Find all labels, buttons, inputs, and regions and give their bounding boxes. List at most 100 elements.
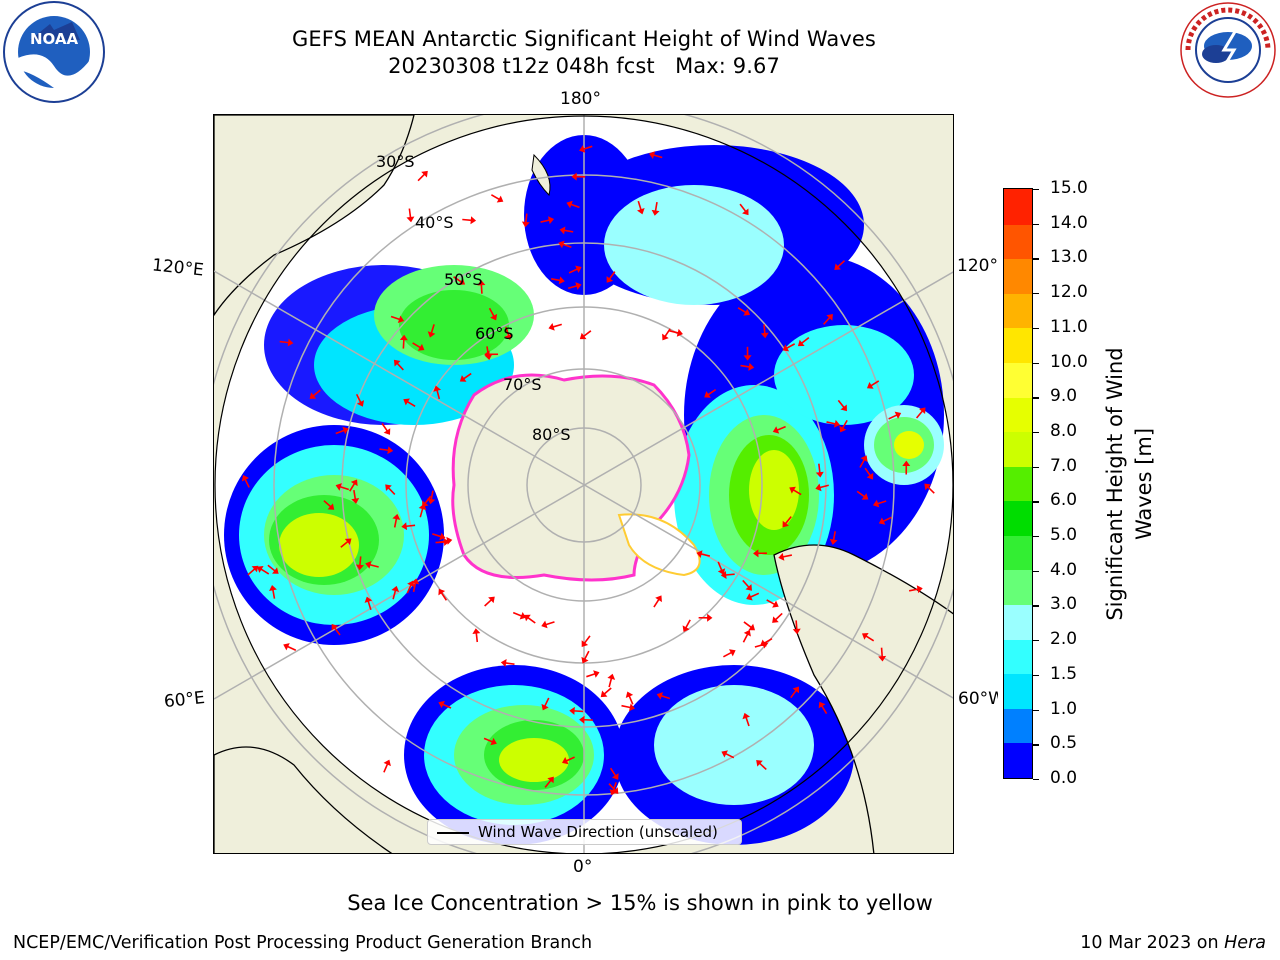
wave-direction-arrow: [355, 393, 362, 403]
lat-label-80s: 80°S: [532, 425, 571, 444]
sea-ice-note: Sea Ice Concentration > 15% is shown in …: [347, 891, 933, 915]
wave-direction-arrow: [750, 592, 760, 598]
wave-direction-arrowhead: [743, 629, 751, 637]
colorbar-segment: [1004, 431, 1032, 467]
wave-direction-arrowhead: [490, 313, 498, 321]
wave-direction-arrowhead: [342, 426, 349, 435]
colorbar-tick-label: 1.5: [1050, 663, 1078, 684]
wave-direction-arrow: [737, 307, 747, 314]
wave-direction-arrowhead: [397, 315, 405, 324]
colorbar-tick-label: 9.0: [1050, 386, 1078, 407]
wave-direction-arrow: [272, 589, 276, 599]
south-america: [773, 544, 953, 853]
wave-direction-arrow: [776, 425, 786, 431]
wave-direction-arrowhead: [365, 561, 372, 569]
wave-direction-arrowhead: [403, 398, 410, 406]
wave-direction-arrowhead: [815, 471, 824, 478]
wave-direction-arrowhead: [829, 538, 838, 545]
wave-direction-arrow: [564, 229, 574, 233]
wave-direction-arrowhead: [411, 578, 420, 585]
lon-label-upper-left: 120°E: [151, 255, 205, 281]
chart-title: GEFS MEAN Antarctic Significant Height o…: [292, 27, 876, 51]
wave-direction-arrowhead: [350, 479, 358, 487]
wave-direction-arrowhead: [519, 612, 527, 620]
wave-direction-arrow: [637, 200, 642, 210]
colorbar-segment: [1004, 224, 1032, 260]
wave-direction-arrow: [739, 203, 747, 212]
wave-direction-arrowhead: [521, 221, 530, 228]
colorbar-segment: [1004, 569, 1032, 606]
nws-logo: [1180, 2, 1276, 98]
wave-direction-arrowhead: [600, 690, 608, 698]
wave-direction-arrowhead: [383, 759, 391, 767]
wave-direction-arrow: [483, 737, 493, 743]
wave-direction-arrowhead: [472, 628, 481, 634]
wave-direction-arrow: [786, 343, 796, 349]
wave-direction-arrowhead: [782, 520, 789, 528]
legend-label: Wind Wave Direction (unscaled): [478, 823, 718, 841]
wave-direction-arrowhead: [743, 308, 750, 316]
wave-direction-arrow: [717, 561, 723, 571]
wave-direction-arrow: [562, 243, 572, 249]
wave-direction-arrow: [841, 419, 848, 429]
wave-direction-arrow: [586, 673, 596, 678]
wave-direction-arrow: [486, 346, 490, 356]
wave-direction-arrowhead: [500, 659, 507, 667]
wave-direction-arrowhead: [778, 552, 785, 561]
wave-direction-arrowhead: [797, 339, 805, 347]
wave-direction-arrow: [583, 635, 591, 644]
colorbar-tick: [1033, 674, 1039, 677]
wave-direction-arrow: [583, 145, 593, 150]
lon-label-lower-right: 60°W: [958, 689, 998, 709]
wave-direction-arrowhead: [309, 392, 317, 399]
wave-direction-arrowhead: [924, 483, 931, 491]
wave-direction-arrowhead: [753, 549, 759, 558]
colorbar-tick-label: 2.0: [1050, 629, 1078, 650]
wave-direction-arrow: [725, 573, 735, 576]
wave-direction-arrowhead: [344, 538, 352, 546]
colorbar-tick-label: 14.0: [1050, 212, 1088, 233]
wave-direction-arrow: [915, 410, 923, 419]
wave-direction-arrow: [247, 568, 256, 576]
wave-direction-arrow: [888, 414, 898, 420]
wave-direction-arrow: [856, 490, 865, 498]
colorbar-tick: [1033, 501, 1039, 503]
wave-direction-arrow: [608, 678, 613, 688]
wave-direction-arrow: [453, 276, 462, 283]
wave-direction-arrow: [424, 495, 432, 504]
wave-direction-arrowhead: [433, 385, 442, 392]
footer-machine: Hera: [1224, 933, 1266, 953]
wave-direction-arrow: [512, 611, 522, 617]
wave-direction-arrow: [438, 539, 448, 544]
wave-direction-arrow: [407, 400, 416, 407]
colorbar-tick: [1033, 640, 1039, 642]
wave-direction-arrowhead: [391, 585, 400, 593]
wave-direction-arrow: [353, 490, 357, 500]
colorbar-tick: [1033, 431, 1039, 434]
wave-direction-arrow: [402, 339, 405, 349]
wave-direction-arrow: [488, 307, 495, 317]
wave-direction-arrow: [927, 486, 935, 494]
wave-direction-arrowhead: [782, 344, 790, 352]
colorbar-segment: [1004, 396, 1032, 433]
wave-direction-arrowhead: [742, 712, 751, 720]
wave-direction-arrowhead: [385, 484, 392, 492]
wave-direction-arrowhead: [579, 332, 587, 340]
wave-direction-arrowhead: [392, 513, 401, 520]
wave-direction-arrowhead: [417, 343, 425, 351]
wave-direction-arrowhead: [364, 596, 373, 603]
wave-direction-arrow: [406, 524, 416, 528]
new-zealand: [531, 153, 551, 196]
lon-label-lower-left: 60°E: [163, 687, 206, 713]
wave-direction-arrowhead: [772, 600, 779, 608]
wave-direction-arrow: [865, 635, 875, 642]
wave-direction-arrow: [608, 271, 616, 280]
wave-direction-arrow: [545, 621, 555, 626]
wave-direction-arrow: [440, 592, 448, 601]
wave-direction-arrow: [908, 588, 919, 592]
wave-direction-arrow: [436, 390, 441, 400]
wave-direction-arrow: [412, 342, 421, 349]
wave-direction-arrowhead: [662, 333, 669, 341]
wave-direction-arrow: [653, 154, 663, 159]
wave-direction-arrowhead: [427, 331, 436, 338]
